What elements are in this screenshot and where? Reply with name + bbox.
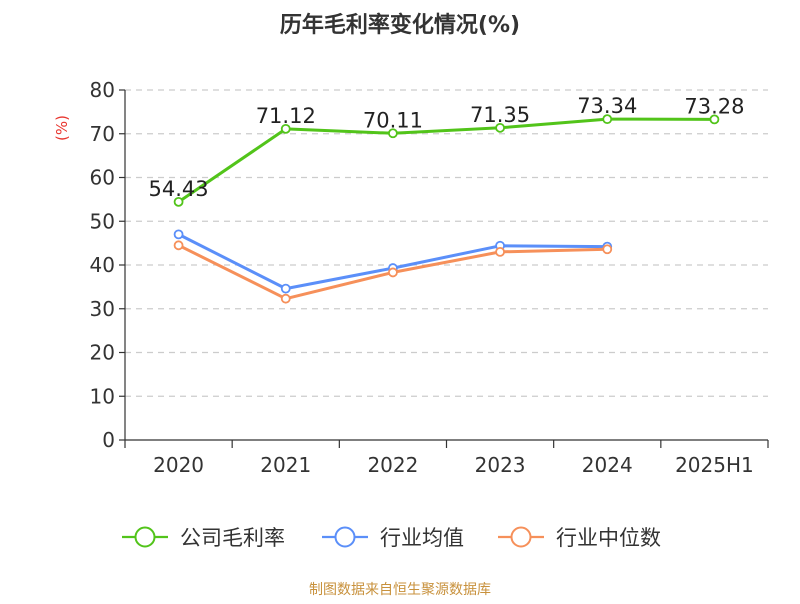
series-line-0 (177, 117, 716, 204)
legend-label: 行业均值 (380, 526, 464, 550)
source-note: 制图数据来自恒生聚源数据库 (309, 582, 491, 598)
data-label: 54.43 (149, 177, 209, 201)
legend-marker-icon (334, 526, 356, 548)
legend-item[interactable]: 行业中位数 (498, 526, 661, 550)
data-label: 70.11 (363, 108, 423, 132)
legend-label: 行业中位数 (556, 526, 661, 550)
x-tick-label: 2023 (475, 453, 526, 477)
legend-marker-icon (510, 526, 532, 548)
x-tick-label: 2025H1 (675, 453, 754, 477)
y-tick-label: 70 (90, 122, 115, 146)
y-tick-label: 30 (90, 297, 115, 321)
grid-lines (125, 89, 768, 397)
data-point (173, 240, 184, 251)
x-tick-label: 2020 (153, 453, 204, 477)
y-tick-label: 20 (90, 341, 115, 365)
data-label: 71.12 (256, 104, 316, 128)
legend-marker-icon (134, 526, 156, 548)
chart-title: 历年毛利率变化情况(%) (280, 12, 520, 38)
data-label: 73.34 (577, 94, 637, 118)
x-tick-label: 2021 (260, 453, 311, 477)
x-tick-label: 2022 (367, 453, 418, 477)
y-tick-label: 80 (90, 78, 115, 102)
legend: 公司毛利率 行业均值 行业中位数 (122, 526, 661, 550)
y-tick-label: 0 (102, 428, 115, 452)
data-label: 73.28 (684, 94, 744, 118)
data-labels: 54.43 71.12 70.11 71.35 73.34 73.28 (149, 94, 745, 201)
data-point (602, 244, 613, 255)
legend-label: 公司毛利率 (180, 526, 285, 550)
data-point (495, 122, 505, 133)
legend-item[interactable]: 行业均值 (322, 526, 464, 550)
data-point (173, 196, 184, 207)
data-point (280, 283, 291, 294)
x-tick-label: 2024 (582, 453, 633, 477)
y-tick-label: 50 (90, 209, 115, 233)
series-line-1 (177, 232, 609, 291)
y-tick-label: 40 (90, 253, 115, 277)
data-point (173, 229, 184, 240)
data-point (602, 114, 613, 125)
data-point (495, 246, 505, 257)
data-point (709, 114, 720, 125)
series-lines (173, 114, 720, 304)
axes: 0 10 20 30 40 50 60 70 80 2020 2021 2022 2023 2024 202… (90, 78, 769, 477)
y-tick-label: 60 (90, 166, 115, 190)
data-point (388, 128, 398, 139)
data-point (280, 293, 291, 304)
legend-item[interactable]: 公司毛利率 (122, 526, 285, 550)
data-point (388, 267, 398, 278)
y-axis-label: (%) (53, 115, 71, 141)
data-label: 71.35 (470, 103, 530, 127)
y-tick-label: 10 (90, 384, 115, 408)
data-point (280, 123, 291, 134)
